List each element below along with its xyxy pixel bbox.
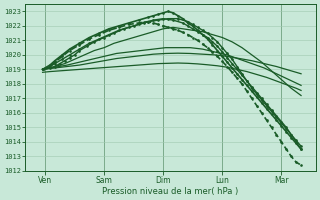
X-axis label: Pression niveau de la mer( hPa ): Pression niveau de la mer( hPa ) [102, 187, 239, 196]
